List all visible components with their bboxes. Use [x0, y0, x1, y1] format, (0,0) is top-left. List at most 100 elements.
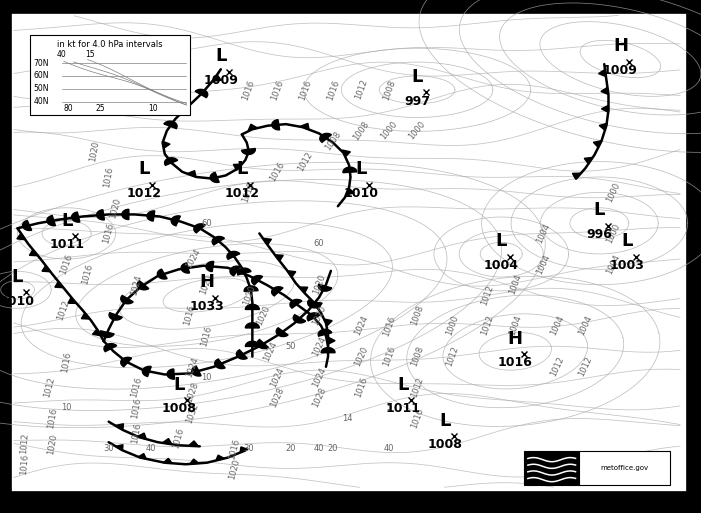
Text: 1010: 1010: [343, 187, 379, 200]
Polygon shape: [17, 233, 25, 240]
Text: L: L: [594, 201, 605, 220]
Polygon shape: [328, 337, 335, 344]
Text: 1012: 1012: [444, 345, 460, 368]
Text: 1024: 1024: [184, 248, 202, 270]
Text: 1016: 1016: [381, 314, 397, 337]
Polygon shape: [163, 141, 170, 148]
Text: 1032: 1032: [185, 402, 200, 424]
Polygon shape: [240, 447, 248, 452]
Polygon shape: [142, 366, 151, 377]
Text: 1016: 1016: [46, 407, 59, 429]
Text: 1020: 1020: [254, 304, 271, 327]
Polygon shape: [318, 284, 332, 291]
Text: 1024: 1024: [311, 366, 327, 388]
Text: L: L: [355, 160, 367, 179]
Text: 60: 60: [201, 219, 212, 228]
Text: 1020: 1020: [311, 304, 327, 327]
Polygon shape: [276, 328, 288, 337]
Polygon shape: [320, 133, 332, 142]
Text: 1016: 1016: [297, 78, 313, 101]
Text: 40: 40: [384, 444, 394, 453]
Text: L: L: [622, 232, 633, 250]
Polygon shape: [42, 266, 50, 272]
Text: 40: 40: [57, 50, 67, 59]
Text: 1024: 1024: [268, 366, 285, 388]
Polygon shape: [257, 340, 268, 348]
Text: 1004: 1004: [535, 253, 552, 275]
Text: L: L: [496, 232, 507, 250]
Polygon shape: [245, 323, 259, 328]
Text: 1016: 1016: [130, 422, 143, 445]
Polygon shape: [252, 275, 263, 285]
Polygon shape: [236, 350, 247, 359]
Polygon shape: [72, 212, 80, 222]
Text: 50: 50: [286, 342, 296, 351]
Text: 1024: 1024: [353, 314, 369, 337]
Polygon shape: [147, 211, 155, 221]
Polygon shape: [601, 105, 608, 112]
Text: 1020: 1020: [46, 432, 59, 455]
Polygon shape: [104, 344, 117, 351]
Text: 1016: 1016: [498, 356, 533, 369]
Text: H: H: [199, 273, 215, 291]
Polygon shape: [167, 369, 175, 379]
Polygon shape: [47, 215, 55, 226]
Text: 1028: 1028: [185, 381, 200, 404]
Polygon shape: [100, 331, 114, 338]
Text: 1016: 1016: [182, 304, 196, 327]
Text: 10: 10: [148, 104, 158, 113]
Text: metoffice.gov: metoffice.gov: [601, 465, 648, 471]
Polygon shape: [137, 433, 147, 439]
Text: 1012: 1012: [409, 376, 425, 399]
Polygon shape: [121, 358, 132, 367]
Text: 1000: 1000: [444, 314, 460, 337]
Text: 1016: 1016: [102, 222, 116, 245]
Polygon shape: [216, 455, 224, 461]
Polygon shape: [158, 269, 167, 279]
Polygon shape: [275, 255, 283, 261]
Polygon shape: [573, 173, 581, 179]
Text: 5: 5: [386, 403, 392, 412]
Text: 30: 30: [243, 444, 254, 453]
Text: 1028: 1028: [268, 386, 285, 409]
Text: 1016: 1016: [228, 438, 242, 460]
Text: L: L: [215, 47, 226, 66]
Polygon shape: [182, 107, 190, 113]
Polygon shape: [55, 282, 63, 288]
Polygon shape: [313, 302, 322, 308]
Polygon shape: [238, 268, 251, 275]
Polygon shape: [324, 319, 332, 326]
Text: 1004: 1004: [535, 222, 552, 245]
Text: 80: 80: [64, 104, 74, 113]
Polygon shape: [165, 157, 177, 165]
Polygon shape: [245, 304, 259, 309]
Text: 1016: 1016: [59, 253, 74, 275]
Polygon shape: [109, 312, 122, 320]
Text: 1016: 1016: [241, 78, 257, 101]
Text: 1016: 1016: [241, 181, 257, 204]
Polygon shape: [346, 188, 354, 195]
Text: 1012: 1012: [549, 356, 566, 378]
Text: 40: 40: [146, 444, 156, 453]
Text: 1016: 1016: [19, 453, 30, 475]
Text: 1016: 1016: [130, 376, 144, 399]
Text: 1004: 1004: [484, 259, 519, 272]
Polygon shape: [189, 441, 198, 446]
Text: 1016: 1016: [81, 263, 95, 286]
Polygon shape: [293, 314, 306, 323]
Polygon shape: [299, 287, 308, 293]
Text: L: L: [440, 411, 451, 430]
Text: L: L: [397, 376, 409, 394]
Text: 1016: 1016: [60, 350, 73, 373]
Polygon shape: [343, 167, 357, 173]
Text: 1000: 1000: [407, 120, 428, 142]
Text: 70N: 70N: [34, 58, 49, 68]
Text: L: L: [236, 160, 247, 179]
Text: 1028: 1028: [311, 386, 327, 409]
Text: 1004: 1004: [605, 253, 622, 275]
Text: 997: 997: [404, 94, 430, 108]
Text: in kt for 4.0 hPa intervals: in kt for 4.0 hPa intervals: [57, 40, 163, 49]
Text: 1020: 1020: [241, 284, 257, 306]
Text: L: L: [411, 68, 423, 86]
Polygon shape: [190, 459, 198, 464]
